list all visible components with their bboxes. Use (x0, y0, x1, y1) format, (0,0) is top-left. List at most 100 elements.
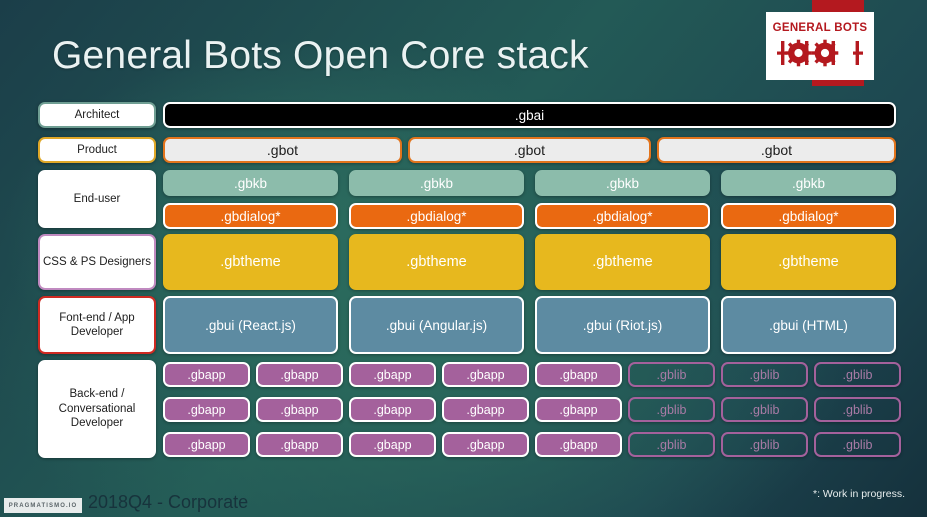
grid-cell-gbapp-r1c3[interactable]: .gbapp (349, 362, 436, 387)
role-label-text: Font-end / App Developer (59, 311, 135, 338)
grid-cell-gblib-r1c6[interactable]: .gblib (628, 362, 715, 387)
pragmatismo-wordmark: PRAGMATISMO.IO (8, 502, 78, 509)
grid-cell-gbapp-r3c4[interactable]: .gbapp (442, 432, 529, 457)
grid-cell-label: .gbapp (373, 367, 412, 382)
layer-box-label: .gbui (React.js) (205, 317, 296, 333)
layer-box-gbai[interactable]: .gbai (163, 102, 896, 128)
grid-cell-gbapp-r2c1[interactable]: .gbapp (163, 397, 250, 422)
grid-cell-gblib-r3c7[interactable]: .gblib (721, 432, 808, 457)
grid-cell-gbapp-r2c3[interactable]: .gbapp (349, 397, 436, 422)
layer-box-label: .gbdialog* (592, 208, 653, 224)
layer-box-label: .gbtheme (220, 254, 281, 270)
grid-cell-gbapp-r1c4[interactable]: .gbapp (442, 362, 529, 387)
grid-cell-label: .gbapp (559, 367, 598, 382)
layer-box-gbot-1[interactable]: .gbot (163, 137, 402, 163)
grid-cell-gblib-r2c6[interactable]: .gblib (628, 397, 715, 422)
grid-cell-label: .gbapp (559, 437, 598, 452)
grid-cell-label: .gbapp (187, 367, 226, 382)
grid-cell-gbapp-r2c2[interactable]: .gbapp (256, 397, 343, 422)
gears-logo-icon (777, 39, 863, 67)
layer-box-gbui-angular[interactable]: .gbui (Angular.js) (349, 296, 524, 354)
role-label-front-end-app-developer: Font-end / App Developer (38, 296, 156, 354)
layer-box-gbtheme-4[interactable]: .gbtheme (721, 234, 896, 290)
grid-cell-gblib-r2c8[interactable]: .gblib (814, 397, 901, 422)
layer-box-label: .gbtheme (406, 254, 467, 270)
grid-cell-gblib-r2c7[interactable]: .gblib (721, 397, 808, 422)
grid-cell-label: .gblib (656, 367, 687, 382)
footer-caption: 2018Q4 - Corporate (88, 492, 249, 512)
grid-cell-gbapp-r2c4[interactable]: .gbapp (442, 397, 529, 422)
layer-box-gbtheme-2[interactable]: .gbtheme (349, 234, 524, 290)
layer-box-gbdialog-2[interactable]: .gbdialog* (349, 203, 524, 229)
layer-box-label: .gbkb (791, 175, 826, 191)
layer-box-label: .gbot (513, 142, 546, 158)
layer-box-gbtheme-1[interactable]: .gbtheme (163, 234, 338, 290)
layer-box-label: .gbdialog* (406, 208, 467, 224)
grid-cell-label: .gblib (656, 437, 687, 452)
grid-cell-label: .gbapp (280, 367, 319, 382)
layer-box-label: .gbdialog* (220, 208, 281, 224)
grid-cell-gbapp-r2c5[interactable]: .gbapp (535, 397, 622, 422)
layer-box-gbui-react[interactable]: .gbui (React.js) (163, 296, 338, 354)
layer-box-gbui-html[interactable]: .gbui (HTML) (721, 296, 896, 354)
layer-box-gbdialog-1[interactable]: .gbdialog* (163, 203, 338, 229)
layer-row-gbot: .gbot .gbot .gbot (163, 137, 896, 163)
grid-cell-label: .gbapp (187, 402, 226, 417)
layer-box-gbot-3[interactable]: .gbot (657, 137, 896, 163)
grid-cell-gbapp-r1c2[interactable]: .gbapp (256, 362, 343, 387)
grid-cell-label: .gbapp (187, 437, 226, 452)
grid-cell-gbapp-r1c1[interactable]: .gbapp (163, 362, 250, 387)
layer-box-label: .gbai (514, 107, 545, 123)
grid-cell-label: .gblib (749, 367, 780, 382)
layer-box-label: .gbtheme (592, 254, 653, 270)
layer-box-label: .gbdialog* (778, 208, 839, 224)
layer-box-gbkb-1[interactable]: .gbkb (163, 170, 338, 196)
layer-box-gbtheme-3[interactable]: .gbtheme (535, 234, 710, 290)
grid-cell-gbapp-r3c5[interactable]: .gbapp (535, 432, 622, 457)
layer-box-label: .gbui (Angular.js) (385, 317, 488, 333)
pragmatismo-logo: PRAGMATISMO.IO (4, 498, 82, 513)
grid-cell-label: .gbapp (373, 437, 412, 452)
grid-cell-gblib-r3c8[interactable]: .gblib (814, 432, 901, 457)
role-label-architect: Architect (38, 102, 156, 128)
layer-box-gbkb-2[interactable]: .gbkb (349, 170, 524, 196)
layer-box-gbot-2[interactable]: .gbot (408, 137, 651, 163)
grid-cell-label: .gblib (842, 367, 873, 382)
grid-cell-gblib-r1c7[interactable]: .gblib (721, 362, 808, 387)
layer-box-gbkb-3[interactable]: .gbkb (535, 170, 710, 196)
layer-row-gbai: .gbai (163, 102, 896, 128)
layer-row-gbtheme: .gbtheme .gbtheme .gbtheme .gbtheme (163, 234, 896, 290)
grid-cell-gbapp-r3c1[interactable]: .gbapp (163, 432, 250, 457)
role-label-text: Product (77, 143, 117, 156)
layer-box-gbkb-4[interactable]: .gbkb (721, 170, 896, 196)
layer-box-label: .gbkb (605, 175, 640, 191)
grid-cell-gbapp-r3c2[interactable]: .gbapp (256, 432, 343, 457)
grid-cell-label: .gbapp (466, 402, 505, 417)
grid-cell-label: .gbapp (280, 437, 319, 452)
logo-wordmark: GENERAL BOTS (772, 22, 868, 35)
grid-cell-label: .gblib (842, 402, 873, 417)
role-label-css-ps-designers: CSS & PS Designers (38, 234, 156, 290)
layer-box-gbdialog-4[interactable]: .gbdialog* (721, 203, 896, 229)
role-label-text: End-user (73, 192, 121, 205)
grid-cell-label: .gbapp (466, 367, 505, 382)
layer-box-label: .gbkb (419, 175, 454, 191)
layer-box-gbdialog-3[interactable]: .gbdialog* (535, 203, 710, 229)
grid-cell-gbapp-r3c3[interactable]: .gbapp (349, 432, 436, 457)
role-label-text: CSS & PS Designers (42, 255, 151, 268)
grid-cell-label: .gblib (842, 437, 873, 452)
layer-row-gbui: .gbui (React.js) .gbui (Angular.js) .gbu… (163, 296, 896, 354)
layer-box-label: .gbui (Riot.js) (582, 317, 663, 333)
grid-cell-gblib-r1c8[interactable]: .gblib (814, 362, 901, 387)
grid-cell-gbapp-r1c5[interactable]: .gbapp (535, 362, 622, 387)
grid-cell-label: .gbapp (373, 402, 412, 417)
layer-box-label: .gbtheme (778, 254, 839, 270)
role-label-text: Architect (74, 108, 120, 121)
layer-box-label: .gbkb (233, 175, 268, 191)
layer-box-gbui-riot[interactable]: .gbui (Riot.js) (535, 296, 710, 354)
role-label-text: Back-end / Conversational Developer (58, 388, 136, 430)
grid-cell-label: .gbapp (559, 402, 598, 417)
layer-box-label: .gbot (760, 142, 793, 158)
grid-cell-gblib-r3c6[interactable]: .gblib (628, 432, 715, 457)
